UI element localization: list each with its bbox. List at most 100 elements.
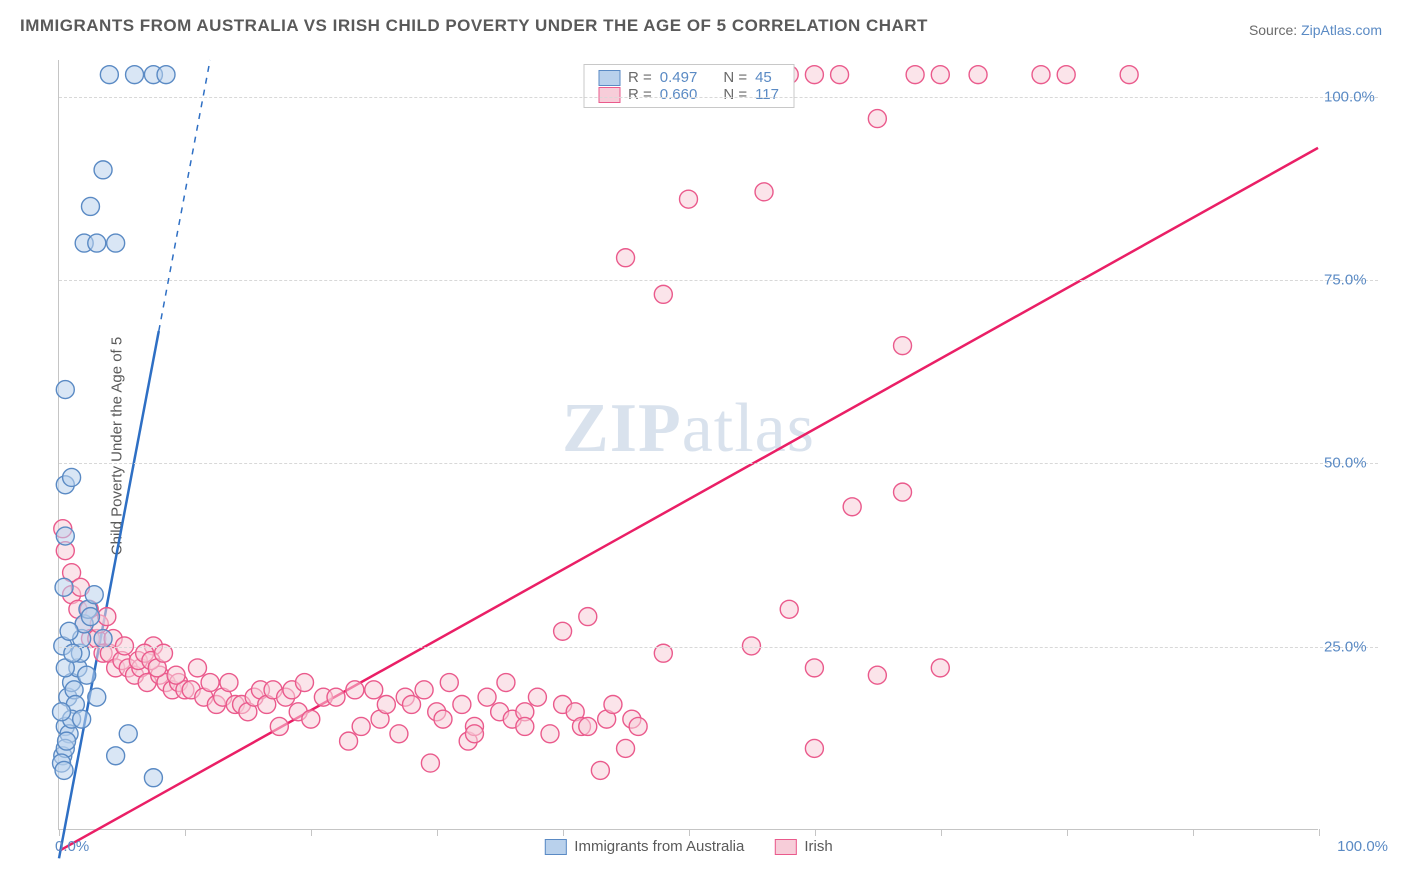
point-irish	[528, 688, 546, 706]
point-irish	[478, 688, 496, 706]
swatch-australia	[598, 70, 620, 86]
point-irish	[805, 659, 823, 677]
point-irish	[516, 717, 534, 735]
y-tick-label: 75.0%	[1324, 272, 1394, 289]
trendline-irish	[59, 148, 1318, 851]
series-legend-australia: Immigrants from Australia	[544, 838, 744, 855]
point-irish	[302, 710, 320, 728]
gridline-y	[59, 647, 1378, 648]
x-tick	[185, 829, 186, 836]
point-australia	[144, 769, 162, 787]
point-irish	[831, 66, 849, 84]
point-irish	[805, 66, 823, 84]
source-link[interactable]: ZipAtlas.com	[1301, 22, 1382, 38]
point-irish	[465, 725, 483, 743]
legend-r-value-australia: 0.497	[660, 69, 698, 86]
x-tick	[437, 829, 438, 836]
point-irish	[617, 249, 635, 267]
source-attribution: Source: ZipAtlas.com	[1249, 22, 1382, 38]
point-irish	[617, 739, 635, 757]
x-tick-label-100: 100.0%	[1337, 838, 1388, 855]
point-irish	[377, 696, 395, 714]
point-australia	[157, 66, 175, 84]
legend-row-australia: R = 0.497 N = 45	[598, 69, 779, 86]
point-irish	[654, 285, 672, 303]
point-irish	[421, 754, 439, 772]
y-tick-label: 50.0%	[1324, 455, 1394, 472]
point-australia	[94, 161, 112, 179]
point-australia	[73, 710, 91, 728]
point-australia	[107, 747, 125, 765]
point-irish	[629, 717, 647, 735]
point-irish	[579, 608, 597, 626]
point-australia	[55, 578, 73, 596]
point-australia	[63, 468, 81, 486]
point-irish	[579, 717, 597, 735]
point-irish	[352, 717, 370, 735]
correlation-legend: R = 0.497 N = 45 R = 0.660 N = 117	[583, 64, 794, 108]
legend-n-label: N =	[723, 69, 747, 86]
point-irish	[868, 666, 886, 684]
gridline-y	[59, 463, 1378, 464]
legend-r-label: R =	[628, 86, 652, 103]
x-tick	[689, 829, 690, 836]
point-irish	[327, 688, 345, 706]
point-irish	[270, 717, 288, 735]
point-irish	[969, 66, 987, 84]
point-irish	[868, 110, 886, 128]
point-irish	[390, 725, 408, 743]
series-label-australia: Immigrants from Australia	[574, 838, 744, 855]
x-tick	[311, 829, 312, 836]
point-irish	[931, 659, 949, 677]
legend-r-label: R =	[628, 69, 652, 86]
y-tick-label: 25.0%	[1324, 638, 1394, 655]
plot-area: ZIPatlas R = 0.497 N = 45 R = 0.660 N = …	[58, 60, 1318, 830]
point-irish	[415, 681, 433, 699]
point-irish	[365, 681, 383, 699]
point-irish	[188, 659, 206, 677]
legend-n-label: N =	[723, 86, 747, 103]
point-irish	[680, 190, 698, 208]
point-australia	[88, 234, 106, 252]
point-australia	[53, 703, 71, 721]
point-australia	[58, 732, 76, 750]
point-irish	[1057, 66, 1075, 84]
x-tick	[1193, 829, 1194, 836]
point-irish	[805, 739, 823, 757]
point-irish	[1120, 66, 1138, 84]
chart-title: IMMIGRANTS FROM AUSTRALIA VS IRISH CHILD…	[20, 16, 928, 36]
point-australia	[81, 197, 99, 215]
swatch-irish	[598, 87, 620, 103]
point-irish	[843, 498, 861, 516]
point-irish	[296, 674, 314, 692]
x-tick	[1067, 829, 1068, 836]
point-australia	[88, 688, 106, 706]
point-irish	[434, 710, 452, 728]
series-legend: Immigrants from Australia Irish	[544, 838, 832, 855]
x-tick	[563, 829, 564, 836]
x-tick	[941, 829, 942, 836]
point-irish	[906, 66, 924, 84]
point-irish	[554, 622, 572, 640]
legend-n-value-australia: 45	[755, 69, 772, 86]
series-label-irish: Irish	[804, 838, 832, 855]
trendline-australia-dashed	[159, 60, 210, 331]
point-irish	[591, 761, 609, 779]
point-irish	[220, 674, 238, 692]
source-prefix: Source:	[1249, 22, 1301, 38]
point-australia	[119, 725, 137, 743]
point-irish	[346, 681, 364, 699]
point-australia	[94, 630, 112, 648]
point-irish	[453, 696, 471, 714]
point-australia	[78, 666, 96, 684]
point-irish	[894, 483, 912, 501]
point-irish	[98, 608, 116, 626]
gridline-y	[59, 280, 1378, 281]
point-irish	[403, 696, 421, 714]
chart-svg	[59, 60, 1318, 829]
point-australia	[85, 586, 103, 604]
point-irish	[201, 674, 219, 692]
point-australia	[81, 608, 99, 626]
series-legend-irish: Irish	[774, 838, 832, 855]
swatch-australia	[544, 839, 566, 855]
